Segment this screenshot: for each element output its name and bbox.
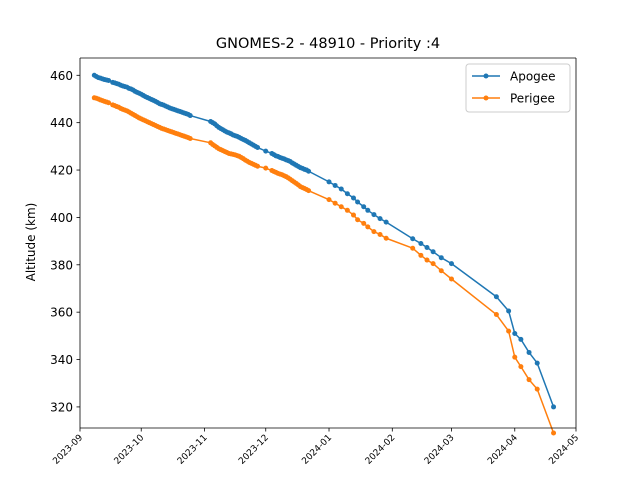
y-tick-label: 360 xyxy=(50,306,73,320)
apogee-point xyxy=(518,336,524,342)
perigee-point xyxy=(424,257,430,263)
apogee-point xyxy=(410,236,416,242)
perigee-point xyxy=(410,245,416,251)
perigee-point xyxy=(106,100,112,106)
apogee-legend-marker xyxy=(483,73,489,79)
apogee-point xyxy=(187,113,193,119)
perigee-point xyxy=(355,217,361,223)
perigee-legend-marker xyxy=(483,95,489,101)
legend: Apogee Perigee xyxy=(465,63,571,113)
perigee-series xyxy=(91,95,557,436)
y-tick-label: 320 xyxy=(50,400,73,414)
y-axis-label: Altitude (km) xyxy=(24,203,38,282)
apogee-point xyxy=(365,207,371,213)
perigee-point xyxy=(534,386,540,392)
apogee-point xyxy=(255,145,261,151)
perigee-point xyxy=(255,163,261,169)
apogee-point xyxy=(506,308,512,314)
apogee-point xyxy=(438,255,444,261)
perigee-point xyxy=(518,364,524,370)
apogee-point xyxy=(512,330,518,336)
y-tick-label: 420 xyxy=(50,164,73,178)
perigee-point xyxy=(493,312,499,318)
apogee-point xyxy=(326,179,332,185)
apogee-point xyxy=(351,195,357,201)
apogee-point xyxy=(493,294,499,300)
apogee-point xyxy=(430,249,436,255)
apogee-point xyxy=(371,212,377,218)
y-tick-label: 340 xyxy=(50,353,73,367)
apogee-point xyxy=(448,261,454,267)
y-tick-label: 400 xyxy=(50,211,73,225)
perigee-point xyxy=(332,200,338,206)
perigee-point xyxy=(365,224,371,230)
perigee-point xyxy=(344,207,350,213)
apogee-point xyxy=(338,186,344,192)
perigee-point xyxy=(338,204,344,210)
perigee-point xyxy=(371,229,377,235)
apogee-point xyxy=(332,182,338,188)
perigee-point xyxy=(430,261,436,267)
apogee-point xyxy=(355,199,361,205)
perigee-point xyxy=(512,354,518,360)
perigee-point xyxy=(383,235,389,241)
apogee-point xyxy=(424,245,430,250)
perigee-point xyxy=(351,212,357,218)
perigee-point xyxy=(506,328,512,334)
apogee-point xyxy=(106,78,112,83)
perigee-point xyxy=(448,276,454,282)
apogee-point xyxy=(418,240,424,246)
y-tick-label: 380 xyxy=(50,258,73,272)
perigee-point xyxy=(326,197,332,203)
apogee-legend-label: Apogee xyxy=(510,70,556,84)
apogee-point xyxy=(361,204,367,210)
apogee-point xyxy=(383,219,389,225)
perigee-point xyxy=(551,430,557,436)
apogee-point xyxy=(306,168,312,174)
perigee-point xyxy=(263,165,269,171)
perigee-point xyxy=(418,252,424,258)
apogee-point xyxy=(377,216,383,222)
perigee-point xyxy=(377,231,383,237)
apogee-point xyxy=(263,148,269,154)
perigee-point xyxy=(306,188,312,194)
y-tick-label: 460 xyxy=(50,69,73,83)
chart-title: GNOMES-2 - 48910 - Priority :4 xyxy=(216,36,440,52)
perigee-point xyxy=(187,136,193,142)
perigee-point xyxy=(526,377,532,383)
apogee-point xyxy=(551,404,557,410)
apogee-point xyxy=(526,349,532,355)
perigee-legend-label: Perigee xyxy=(510,92,555,106)
apogee-point xyxy=(534,360,540,366)
perigee-point xyxy=(438,268,444,274)
apogee-series xyxy=(91,72,557,410)
apogee-point xyxy=(344,191,350,197)
perigee-point xyxy=(361,220,367,226)
y-tick-label: 440 xyxy=(50,116,73,130)
